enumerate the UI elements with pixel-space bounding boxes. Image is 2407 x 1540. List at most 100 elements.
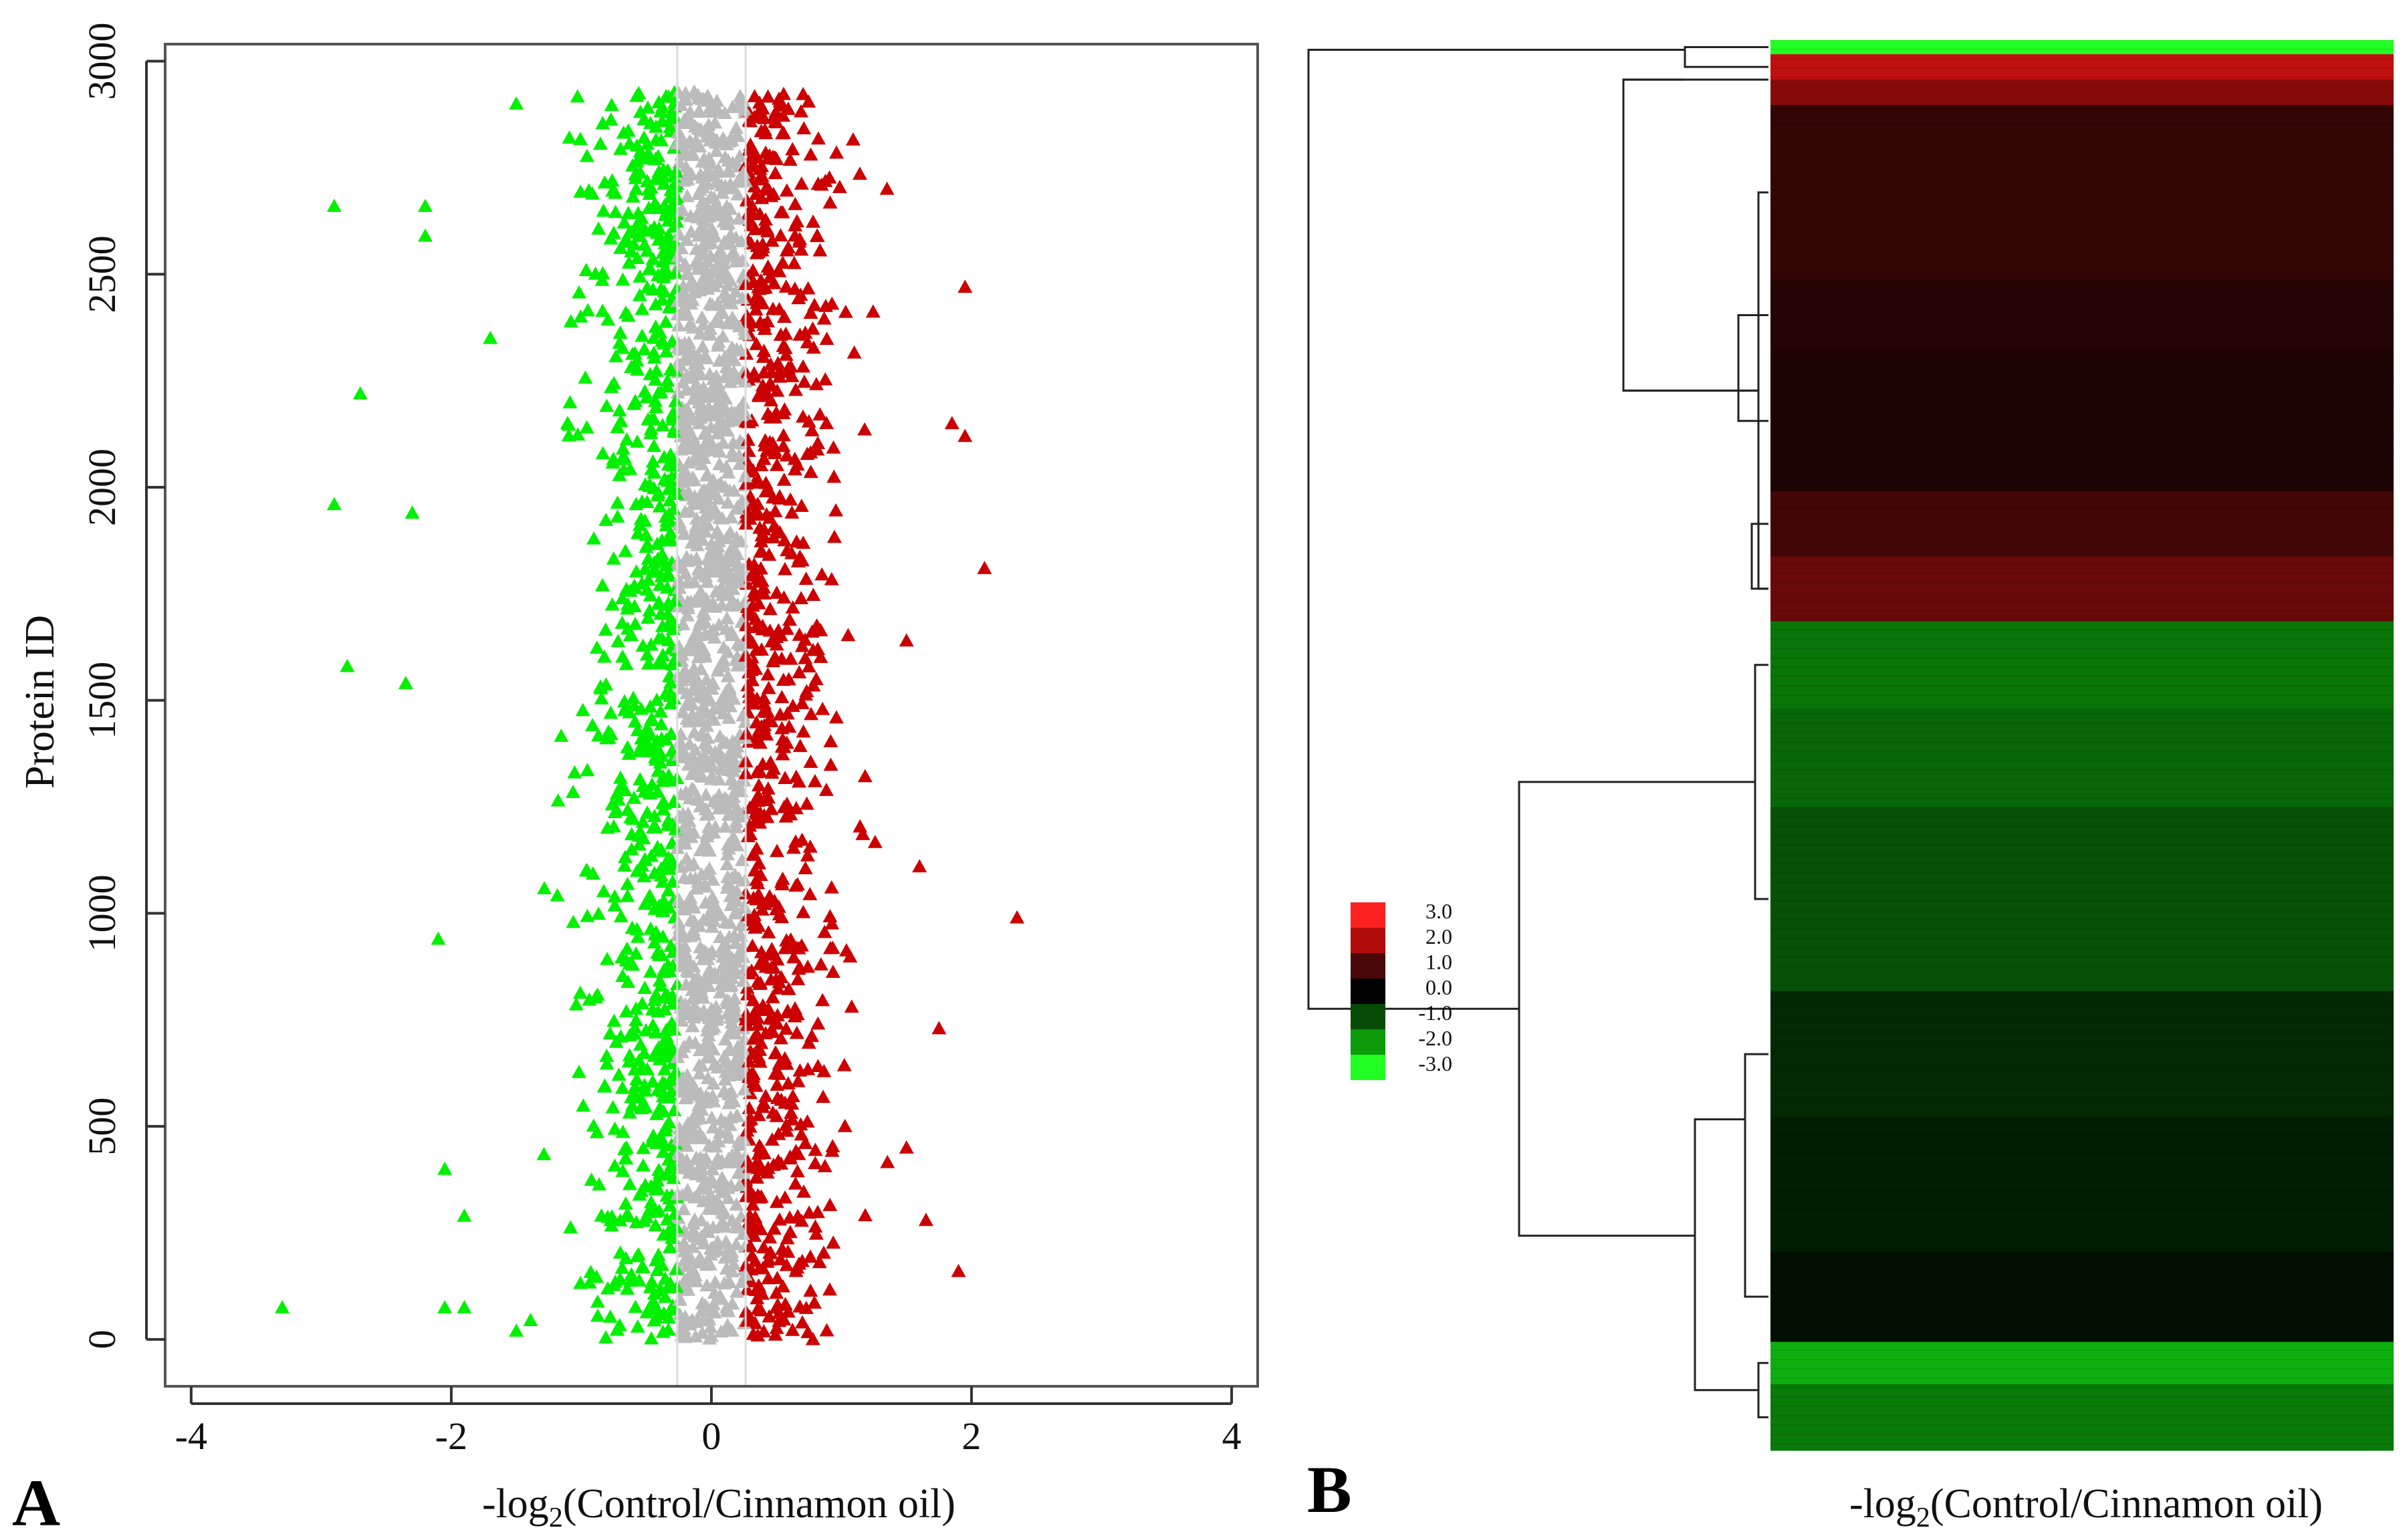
- unchanged-point: [725, 100, 740, 114]
- unchanged-point: [709, 506, 724, 520]
- unchanged-point: [704, 1110, 719, 1124]
- up-regulated-point: [785, 1322, 800, 1336]
- up-regulated-point: [748, 916, 763, 930]
- down-regulated-point: [605, 1100, 620, 1114]
- y-tick-label: 2500: [80, 235, 124, 313]
- unchanged-point: [681, 757, 696, 771]
- down-regulated-point: [621, 255, 637, 269]
- up-regulated-point: [791, 291, 806, 305]
- up-regulated-point: [808, 1142, 823, 1156]
- unchanged-point: [728, 966, 743, 979]
- unchanged-point: [686, 900, 701, 914]
- down-regulated-point: [646, 564, 661, 578]
- unchanged-point: [707, 630, 722, 644]
- up-regulated-point: [767, 1221, 782, 1235]
- up-regulated-point: [780, 543, 795, 557]
- unchanged-point: [729, 1284, 745, 1298]
- up-regulated-point: [792, 959, 807, 973]
- down-regulated-point: [619, 941, 635, 955]
- down-regulated-point: [644, 712, 659, 725]
- unchanged-point: [717, 1072, 733, 1086]
- down-regulated-point: [655, 418, 670, 432]
- up-regulated-point: [798, 1136, 813, 1150]
- unchanged-point: [704, 104, 719, 118]
- down-regulated-point: [655, 618, 670, 632]
- down-regulated-point: [643, 1279, 658, 1293]
- up-regulated-point: [760, 221, 775, 235]
- down-regulated-point: [663, 362, 679, 376]
- unchanged-point: [718, 391, 733, 405]
- down-regulated-point: [643, 421, 659, 435]
- up-regulated-point: [760, 781, 776, 795]
- down-regulated-point: [626, 396, 642, 410]
- up-regulated-point: [857, 422, 873, 436]
- up-regulated-point: [792, 1299, 808, 1313]
- unchanged-point: [687, 119, 703, 133]
- unchanged-point: [695, 1313, 711, 1327]
- up-regulated-point: [756, 344, 772, 357]
- unchanged-point: [705, 1088, 720, 1102]
- unchanged-point: [733, 928, 749, 942]
- up-regulated-point: [752, 856, 767, 870]
- unchanged-point: [727, 1026, 743, 1040]
- unchanged-point: [698, 626, 713, 640]
- unchanged-point: [717, 350, 733, 363]
- up-regulated-point: [799, 684, 814, 698]
- down-regulated-point: [620, 1281, 635, 1295]
- up-regulated-point: [777, 309, 792, 323]
- down-regulated-point: [663, 120, 678, 134]
- up-regulated-point: [769, 637, 784, 651]
- down-regulated-point: [580, 908, 595, 922]
- down-regulated-point: [637, 513, 653, 527]
- up-regulated-point: [810, 1204, 826, 1218]
- down-regulated-point: [622, 1176, 637, 1190]
- unchanged-point: [699, 968, 715, 982]
- down-regulated-point: [635, 638, 651, 652]
- up-regulated-point: [791, 1146, 806, 1160]
- up-regulated-point: [838, 943, 854, 956]
- unchanged-point: [728, 936, 743, 949]
- up-regulated-point: [756, 703, 772, 717]
- up-regulated-point: [760, 89, 776, 103]
- heatmap-band: [1770, 80, 2394, 106]
- down-regulated-point: [608, 1274, 623, 1288]
- unchanged-point: [693, 759, 708, 773]
- up-regulated-point: [957, 279, 973, 293]
- unchanged-point: [672, 1291, 687, 1305]
- down-regulated-point: [578, 370, 593, 384]
- unchanged-point: [715, 949, 730, 963]
- up-regulated-point: [752, 1157, 768, 1171]
- up-regulated-point: [795, 1315, 810, 1329]
- unchanged-point: [701, 979, 717, 993]
- up-regulated-point: [740, 987, 756, 1001]
- down-regulated-point: [618, 1140, 634, 1154]
- down-regulated-point: [599, 731, 614, 745]
- unchanged-point: [710, 1234, 725, 1248]
- unchanged-point: [719, 1299, 734, 1313]
- unchanged-point: [687, 1268, 703, 1282]
- down-regulated-point: [537, 881, 552, 894]
- down-regulated-point: [596, 884, 611, 898]
- down-regulated-point: [571, 1064, 586, 1078]
- down-regulated-point: [624, 920, 640, 934]
- down-regulated-point: [663, 1240, 678, 1253]
- dendrogram-link: [1737, 313, 1768, 422]
- down-regulated-point: [664, 452, 679, 466]
- up-regulated-point: [912, 859, 927, 873]
- unchanged-point: [701, 1018, 716, 1032]
- unchanged-point: [698, 1095, 713, 1109]
- unchanged-point: [715, 435, 731, 449]
- up-regulated-point: [761, 680, 776, 694]
- unchanged-point: [719, 622, 734, 635]
- up-regulated-point: [857, 769, 873, 783]
- down-regulated-point: [576, 1098, 591, 1112]
- unchanged-point: [705, 622, 721, 636]
- unchanged-point: [679, 1329, 694, 1342]
- down-regulated-point: [550, 888, 565, 902]
- unchanged-point: [693, 1150, 708, 1164]
- heatmap: [1770, 39, 2394, 1451]
- unchanged-point: [680, 307, 695, 321]
- up-regulated-point: [793, 1117, 808, 1131]
- down-regulated-point: [651, 947, 667, 961]
- unchanged-point: [704, 681, 719, 695]
